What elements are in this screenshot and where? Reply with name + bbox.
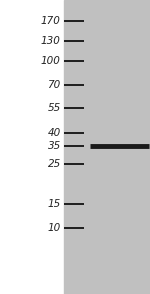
Text: 170: 170 xyxy=(41,16,61,26)
Bar xyxy=(64,0,150,294)
Text: 25: 25 xyxy=(48,159,61,169)
Text: 40: 40 xyxy=(48,128,61,138)
Bar xyxy=(0,0,64,294)
Text: 10: 10 xyxy=(48,223,61,233)
Text: 15: 15 xyxy=(48,199,61,209)
Text: 130: 130 xyxy=(41,36,61,46)
Text: 55: 55 xyxy=(48,103,61,113)
Text: 70: 70 xyxy=(48,80,61,90)
Text: 100: 100 xyxy=(41,56,61,66)
Text: 35: 35 xyxy=(48,141,61,151)
